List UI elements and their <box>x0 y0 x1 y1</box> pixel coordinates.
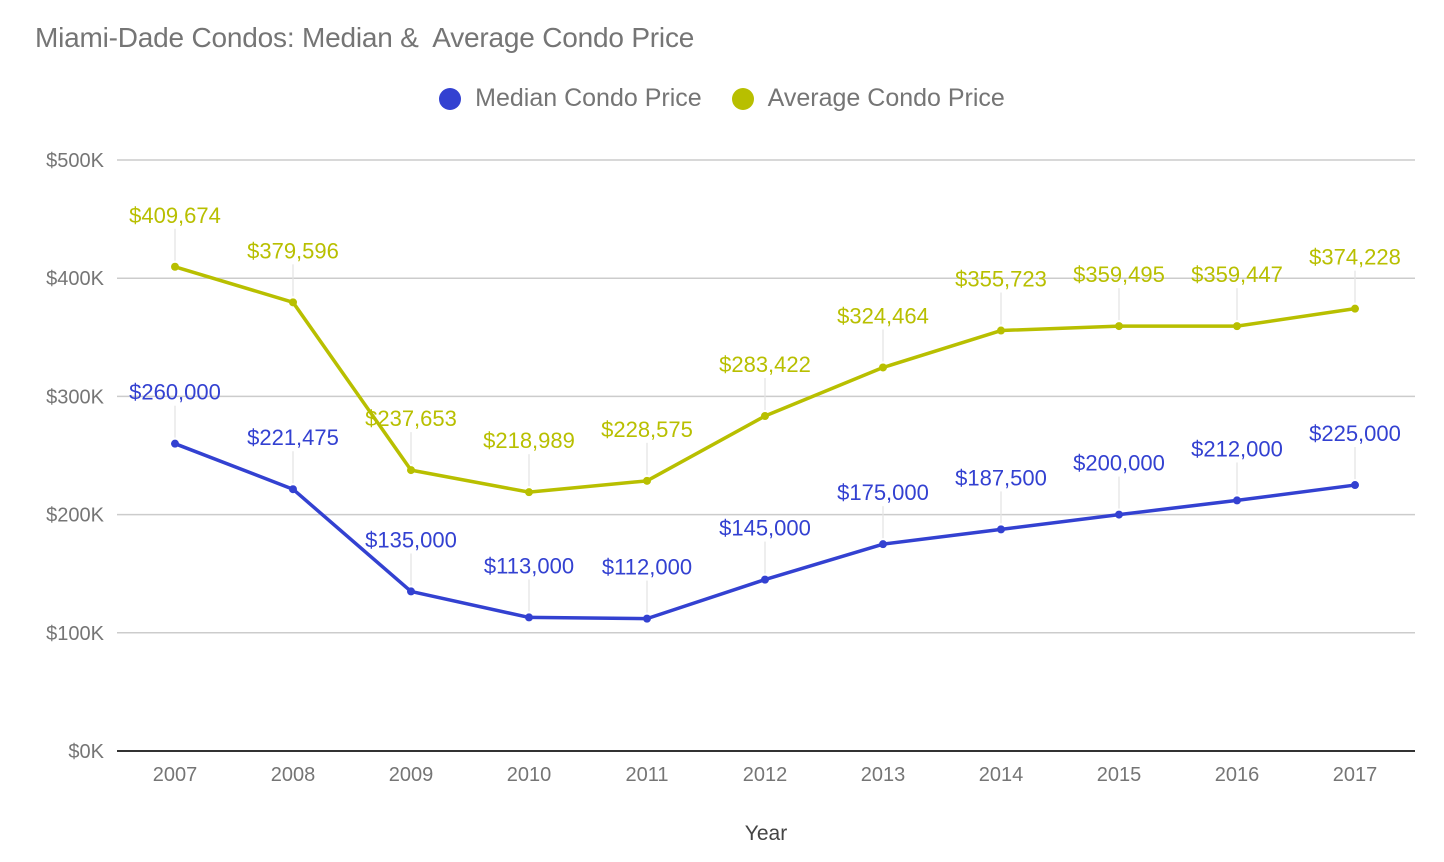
x-axis-title: Year <box>745 822 787 845</box>
data-label: $200,000 <box>1073 451 1165 476</box>
data-point[interactable] <box>997 525 1005 534</box>
x-tick-label: 2007 <box>153 764 198 786</box>
data-label: $112,000 <box>602 555 692 580</box>
data-point[interactable] <box>289 298 297 307</box>
data-label: $324,464 <box>837 303 929 328</box>
data-label: $221,475 <box>247 425 339 450</box>
x-tick-label: 2011 <box>625 764 668 786</box>
data-label: $260,000 <box>129 380 221 405</box>
data-point[interactable] <box>1351 481 1359 490</box>
data-point[interactable] <box>407 587 415 596</box>
data-label: $379,596 <box>247 238 339 263</box>
data-label: $187,500 <box>955 465 1047 490</box>
data-label: $359,447 <box>1191 262 1283 287</box>
data-label: $237,653 <box>365 406 457 431</box>
legend-label-average: Average Condo Price <box>767 84 1005 112</box>
data-point[interactable] <box>879 363 887 372</box>
data-label: $409,674 <box>129 203 221 228</box>
x-tick-label: 2009 <box>389 764 434 786</box>
x-tick-label: 2015 <box>1097 764 1142 786</box>
x-tick-label: 2017 <box>1333 764 1378 786</box>
legend-item-median[interactable]: Median Condo Price <box>439 84 702 113</box>
data-label: $228,575 <box>601 417 693 442</box>
data-label: $283,422 <box>719 352 811 377</box>
y-axis-ticks: $0K $100K $200K $300K $400K $500K <box>46 150 104 763</box>
y-tick-label: $200K <box>46 505 104 527</box>
data-point[interactable] <box>761 411 769 420</box>
data-point[interactable] <box>643 614 651 623</box>
data-point[interactable] <box>1233 322 1241 331</box>
data-point[interactable] <box>525 488 533 497</box>
data-label: $359,495 <box>1073 262 1165 287</box>
label-leaders <box>174 228 1356 613</box>
data-point[interactable] <box>643 476 651 485</box>
data-point[interactable] <box>171 439 179 448</box>
y-tick-label: $400K <box>46 268 104 290</box>
data-point[interactable] <box>525 613 533 622</box>
series <box>171 262 1359 623</box>
x-tick-label: 2014 <box>979 764 1024 786</box>
x-tick-label: 2013 <box>861 764 906 786</box>
y-tick-label: $500K <box>46 150 104 172</box>
x-tick-label: 2016 <box>1215 764 1260 786</box>
data-point[interactable] <box>171 262 179 271</box>
data-label: $218,989 <box>483 428 575 453</box>
legend-marker-median-icon <box>439 87 462 110</box>
x-axis-ticks: 2007 2008 2009 2010 2011 2012 2013 2014 2015 2016… <box>153 764 1378 786</box>
gridlines <box>117 159 1415 752</box>
x-tick-label: 2012 <box>743 764 788 786</box>
data-label: $135,000 <box>365 527 457 552</box>
data-label: $374,228 <box>1309 245 1401 270</box>
data-label: $145,000 <box>719 516 811 541</box>
y-tick-label: $100K <box>46 623 104 645</box>
legend-item-average[interactable]: Average Condo Price <box>731 84 1005 113</box>
data-point[interactable] <box>1115 510 1123 519</box>
data-label: $212,000 <box>1191 436 1283 461</box>
data-label: $225,000 <box>1309 421 1401 446</box>
data-labels: $260,000 $221,475 $135,000 $113,000 $112,000… <box>129 203 1401 580</box>
data-point[interactable] <box>879 540 887 549</box>
data-point[interactable] <box>407 466 415 475</box>
x-tick-label: 2008 <box>271 764 316 786</box>
legend-label-median: Median Condo Price <box>475 84 702 112</box>
data-point[interactable] <box>761 575 769 584</box>
y-tick-label: $0K <box>68 741 104 763</box>
legend-marker-average-icon <box>731 87 754 110</box>
x-tick-label: 2010 <box>507 764 552 786</box>
data-point[interactable] <box>289 485 297 494</box>
data-label: $113,000 <box>484 553 574 578</box>
data-label: $175,000 <box>837 480 929 505</box>
data-point[interactable] <box>1115 322 1123 331</box>
data-point[interactable] <box>1233 496 1241 505</box>
data-point[interactable] <box>997 326 1005 335</box>
data-point[interactable] <box>1351 304 1359 313</box>
data-label: $355,723 <box>955 267 1047 292</box>
legend: Median Condo Price Average Condo Price <box>0 84 1444 113</box>
chart-title: Miami-Dade Condos: Median & Average Cond… <box>35 22 695 53</box>
y-tick-label: $300K <box>46 386 104 408</box>
